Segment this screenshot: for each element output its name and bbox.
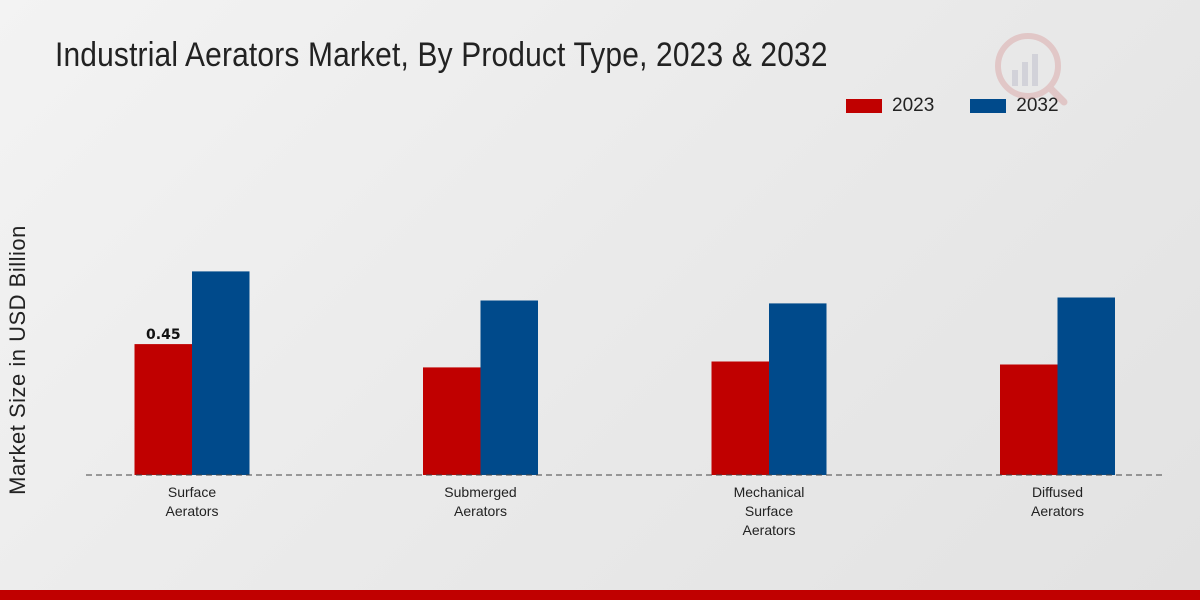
watermark-logo-icon [995,33,1068,106]
legend-label-2032: 2032 [1016,95,1059,116]
legend-swatch-2032 [970,99,1007,113]
legend-item-2032[interactable]: 2032 [970,95,1059,117]
x-tick-label: Surface Aerators [166,484,219,519]
bar-2032-mechanical-surface-aerators[interactable] [769,303,827,475]
bar-2032-diffused-aerators[interactable] [1057,297,1116,476]
bar-2032-surface-aerators[interactable] [192,271,250,475]
legend-label-2023: 2023 [892,95,935,116]
legend: 2023 2032 [846,95,1095,117]
bar-2023-surface-aerators[interactable] [134,344,193,475]
bar-2023-diffused-aerators[interactable] [1000,364,1058,476]
x-tick-label: Submerged Aerators [444,484,516,519]
bar-2023-mechanical-surface-aerators[interactable] [711,361,770,476]
x-tick-label: Mechanical Surface Aerators [734,484,805,538]
chart-title: Industrial Aerators Market, By Product T… [55,36,828,74]
x-tick-label: Diffused Aerators [1031,484,1084,519]
bar-2023-submerged-aerators[interactable] [423,367,481,475]
legend-item-2023[interactable]: 2023 [846,95,934,117]
bottom-accent-bar [0,590,1200,600]
bar-2032-submerged-aerators[interactable] [480,300,539,476]
legend-swatch-2023 [846,99,882,113]
data-label: 0.45 [146,327,181,343]
